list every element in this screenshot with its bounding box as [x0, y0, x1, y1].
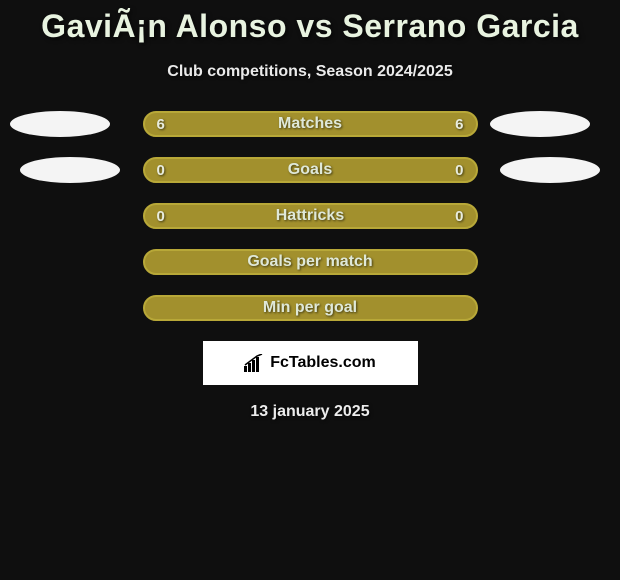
- player-marker-left: [20, 157, 120, 183]
- stat-bar: 6 Matches 6: [143, 111, 478, 137]
- stat-label: Goals: [288, 161, 332, 179]
- stat-label: Matches: [278, 115, 342, 133]
- stat-row: Min per goal: [0, 295, 620, 321]
- stat-row: 0 Hattricks 0: [0, 203, 620, 229]
- stat-bar: Goals per match: [143, 249, 478, 275]
- stat-right-value: 6: [455, 116, 463, 133]
- stat-bar: 0 Goals 0: [143, 157, 478, 183]
- stat-right-value: 0: [455, 208, 463, 225]
- stat-left-value: 6: [157, 116, 165, 133]
- player-marker-right: [490, 111, 590, 137]
- player-marker-right: [500, 157, 600, 183]
- stat-bar: 0 Hattricks 0: [143, 203, 478, 229]
- player-marker-left: [10, 111, 110, 137]
- branding-box: FcTables.com: [203, 341, 418, 385]
- branding-text: FcTables.com: [270, 354, 376, 372]
- stat-label: Goals per match: [247, 253, 372, 271]
- page-title: GaviÃ¡n Alonso vs Serrano Garcia: [0, 0, 620, 45]
- stat-label: Hattricks: [276, 207, 344, 225]
- page-subtitle: Club competitions, Season 2024/2025: [0, 63, 620, 81]
- footer-date: 13 january 2025: [0, 403, 620, 421]
- stat-row: Goals per match: [0, 249, 620, 275]
- stat-row: 0 Goals 0: [0, 157, 620, 183]
- stats-list: 6 Matches 6 0 Goals 0 0 Hattricks 0 Goals per mat…: [0, 111, 620, 321]
- stat-left-value: 0: [157, 162, 165, 179]
- stat-label: Min per goal: [263, 299, 357, 317]
- stat-right-value: 0: [455, 162, 463, 179]
- chart-icon: [244, 354, 266, 372]
- stat-row: 6 Matches 6: [0, 111, 620, 137]
- stat-bar: Min per goal: [143, 295, 478, 321]
- stat-left-value: 0: [157, 208, 165, 225]
